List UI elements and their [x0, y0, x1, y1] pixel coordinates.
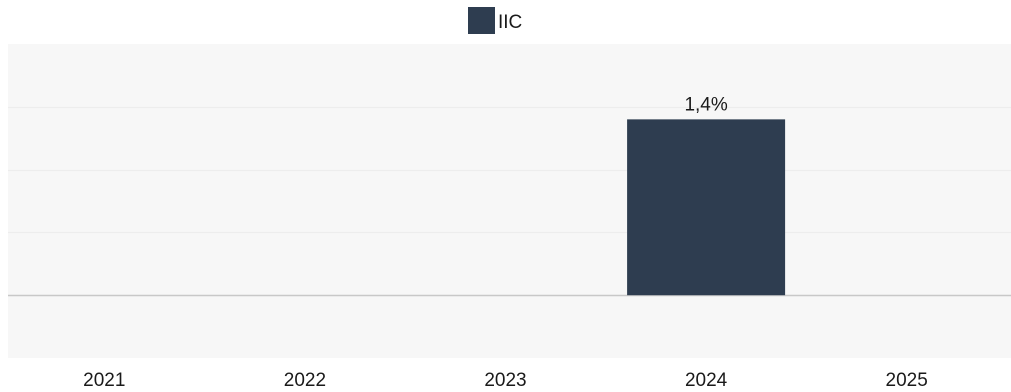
legend-label-iic: IIC: [498, 12, 522, 33]
legend: IIC: [468, 7, 522, 34]
data-label-2024: 1,4%: [684, 94, 727, 115]
x-tick-label: 2025: [886, 370, 928, 391]
bars: [627, 119, 786, 296]
x-tick-label: 2024: [685, 370, 728, 391]
x-tick-label: 2023: [484, 370, 526, 391]
data-labels: 1,4%: [684, 94, 727, 115]
x-axis-ticks: 2021 2022 2023 2024 2025: [83, 370, 928, 391]
gridlines: [8, 106, 1011, 297]
x-tick-label: 2022: [284, 370, 326, 391]
x-tick-label: 2021: [83, 370, 125, 391]
bar-2024: [627, 119, 786, 296]
legend-swatch-iic: [468, 7, 495, 34]
plot-area: [8, 44, 1011, 358]
